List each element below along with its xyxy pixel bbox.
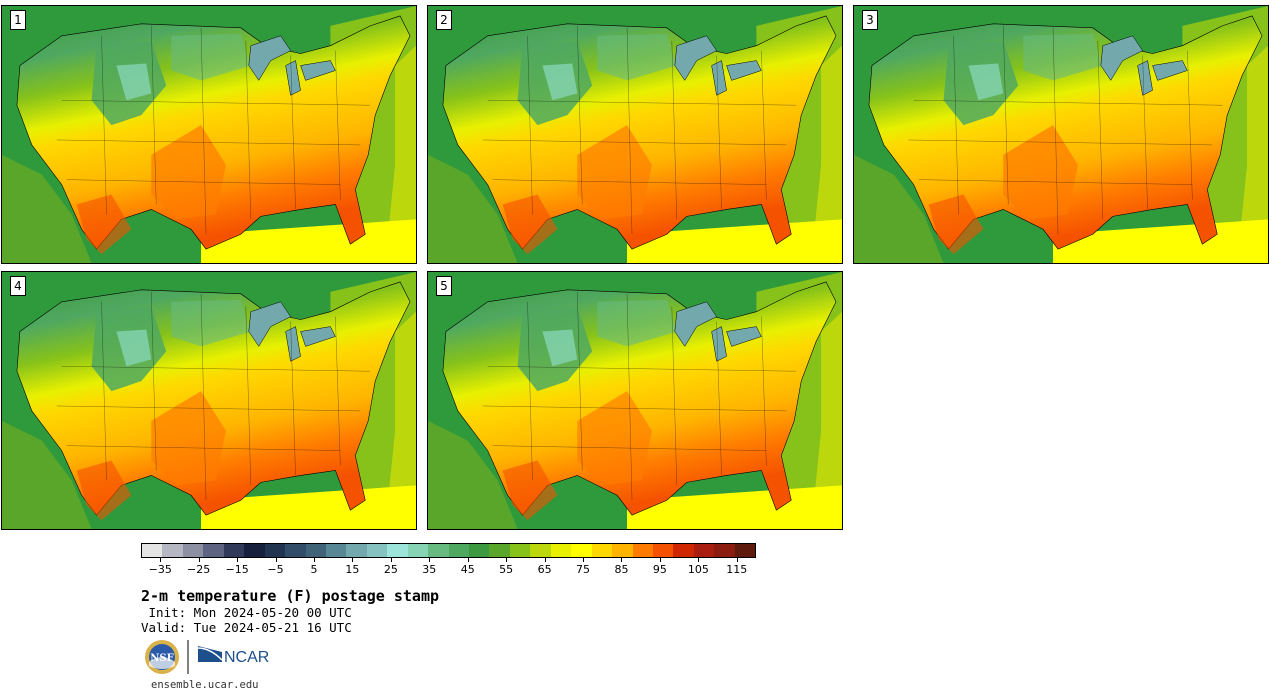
colorbar-segment: [612, 544, 633, 557]
colorbar-tick-label: 25: [383, 563, 398, 576]
colorbar-tick-mark: [583, 558, 585, 562]
colorbar-tick-mark: [544, 558, 546, 562]
temperature-field: [2, 6, 416, 263]
member-number-label: 3: [862, 10, 878, 30]
colorbar-tick-mark: [736, 558, 738, 562]
ncar-logo-icon: NCAR: [197, 646, 269, 666]
colorbar-segment: [203, 544, 224, 557]
colorbar-tick-label: −25: [187, 563, 211, 576]
colorbar-tick-mark: [659, 558, 661, 562]
colorbar-segment: [550, 544, 572, 557]
colorbar-tick-label: 45: [460, 563, 475, 576]
member-number-label: 1: [10, 10, 26, 30]
colorbar-segment: [366, 544, 388, 557]
colorbar-segment: [346, 544, 367, 557]
colorbar-segment: [264, 544, 286, 557]
member-number-label: 2: [436, 10, 452, 30]
colorbar-tick-label: 105: [687, 563, 709, 576]
colorbar-tick-mark: [467, 558, 469, 562]
svg-text:NCAR: NCAR: [224, 649, 269, 666]
colorbar-tick-label: −15: [225, 563, 249, 576]
colorbar-segment: [428, 544, 449, 557]
ensemble-member-map-1: 1: [1, 5, 417, 264]
colorbar-segment: [325, 544, 347, 557]
colorbar-tick-label: −5: [267, 563, 284, 576]
ensemble-member-map-3: 3: [853, 5, 1269, 264]
temperature-field: [428, 272, 842, 529]
site-url: ensemble.ucar.edu: [151, 679, 259, 691]
colorbar-tick-label: 5: [310, 563, 318, 576]
colorbar-tick-mark: [313, 558, 315, 562]
colorbar-tick-mark: [390, 558, 392, 562]
colorbar-segment: [182, 544, 204, 557]
temperature-field: [854, 6, 1268, 263]
colorbar-tick-mark: [160, 558, 162, 562]
colorbar-tick-mark: [198, 558, 200, 562]
colorbar-tick-mark: [275, 558, 277, 562]
ensemble-member-map-2: 2: [427, 5, 843, 264]
colorbar-segment: [632, 544, 653, 557]
colorbar-segment: [714, 544, 735, 557]
colorbar-segment: [652, 544, 674, 557]
ensemble-member-map-5: 5: [427, 271, 843, 530]
colorbar-tick-mark: [352, 558, 354, 562]
colorbar-segment: [305, 544, 326, 557]
colorbar-segment: [693, 544, 715, 557]
colorbar-segment: [509, 544, 531, 557]
colorbar-segment: [223, 544, 245, 557]
colorbar-segment: [469, 544, 490, 557]
colorbar-tick-mark: [429, 558, 431, 562]
nsf-ncar-logos: NSF NCAR: [145, 640, 269, 674]
colorbar-segment: [162, 544, 183, 557]
colorbar-tick-label: −35: [148, 563, 172, 576]
colorbar-segment: [285, 544, 306, 557]
colorbar-tick-label: 65: [537, 563, 552, 576]
colorbar-tick-label: 55: [499, 563, 514, 576]
colorbar-tick-label: 85: [614, 563, 629, 576]
colorbar-segment: [244, 544, 265, 557]
colorbar-tick-mark: [621, 558, 623, 562]
colorbar-segment: [489, 544, 510, 557]
colorbar-tick-mark: [506, 558, 508, 562]
colorbar-tick-label: 35: [422, 563, 437, 576]
temperature-colorbar: [141, 543, 756, 558]
colorbar-segment: [571, 544, 592, 557]
colorbar-segment: [142, 544, 163, 557]
nsf-logo-icon: NSF: [145, 640, 179, 674]
colorbar-segment: [448, 544, 469, 557]
temperature-field: [2, 272, 416, 529]
colorbar-segment: [530, 544, 551, 557]
svg-text:NSF: NSF: [150, 653, 173, 664]
colorbar-segment: [591, 544, 613, 557]
colorbar-tick-mark: [698, 558, 700, 562]
colorbar-tick-label: 95: [652, 563, 667, 576]
colorbar-tick-label: 75: [576, 563, 591, 576]
colorbar-tick-label: 115: [726, 563, 748, 576]
temperature-field: [428, 6, 842, 263]
colorbar-segment: [387, 544, 408, 557]
ensemble-member-map-4: 4: [1, 271, 417, 530]
valid-time: Valid: Tue 2024-05-21 16 UTC: [141, 620, 352, 635]
colorbar-tick-label: 15: [345, 563, 360, 576]
colorbar-segment: [407, 544, 429, 557]
member-number-label: 5: [436, 276, 452, 296]
colorbar-tick-mark: [237, 558, 239, 562]
member-number-label: 4: [10, 276, 26, 296]
init-time: Init: Mon 2024-05-20 00 UTC: [141, 605, 352, 620]
plot-title: 2-m temperature (F) postage stamp: [141, 587, 440, 605]
colorbar-segment: [734, 544, 756, 557]
colorbar-segment: [673, 544, 694, 557]
